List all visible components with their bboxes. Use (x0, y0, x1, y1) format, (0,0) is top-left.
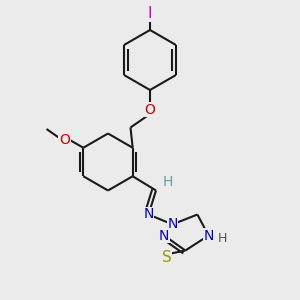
Text: O: O (59, 133, 70, 146)
Text: N: N (159, 229, 169, 242)
Text: I: I (148, 6, 152, 21)
Text: S: S (162, 250, 171, 266)
Text: N: N (143, 208, 154, 221)
Text: H: H (163, 175, 173, 188)
Text: H: H (218, 232, 228, 245)
Text: O: O (145, 103, 155, 116)
Text: N: N (167, 218, 178, 231)
Text: N: N (203, 229, 214, 242)
